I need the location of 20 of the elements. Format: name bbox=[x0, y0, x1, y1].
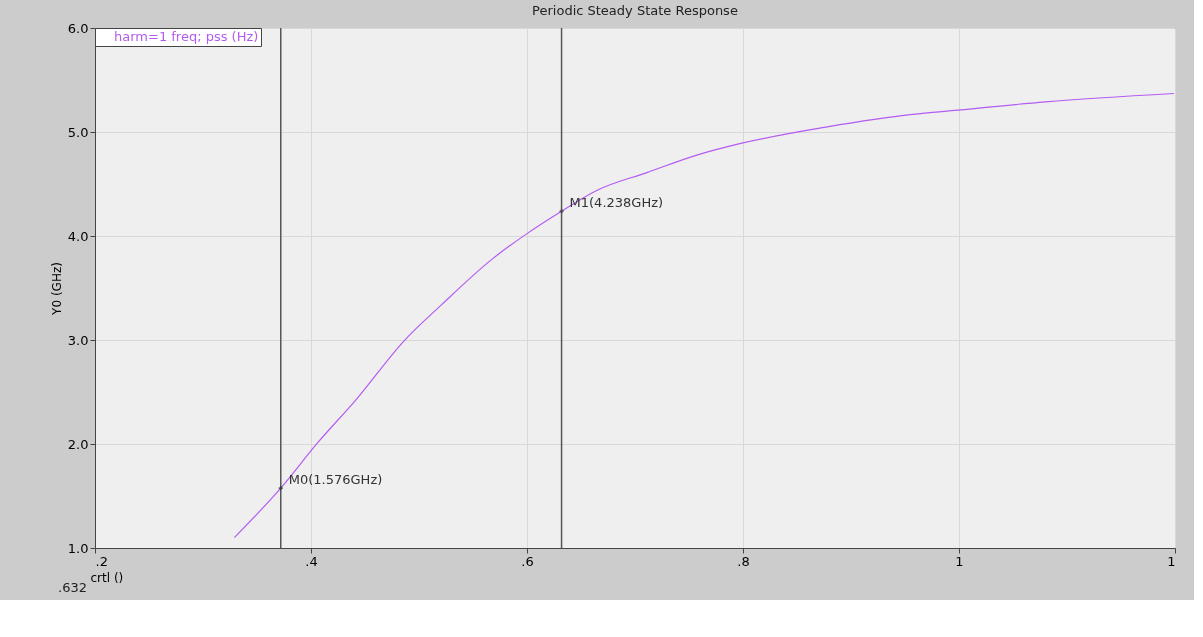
y-tick-label: 4.0 bbox=[67, 228, 89, 244]
text: harm=1 freq; pss (Hz) bbox=[114, 28, 259, 44]
annotation: M1(4.238GHz) bbox=[569, 195, 664, 211]
x-tick-label: .6 bbox=[521, 553, 534, 569]
x-axis-title: crtl () bbox=[90, 570, 124, 585]
y-tick-label: 3.0 bbox=[67, 332, 89, 348]
y-axis-title: Y0 (GHz) bbox=[49, 262, 64, 316]
y-tick-label: 5.0 bbox=[67, 124, 89, 140]
x-tick-label: .2 bbox=[95, 553, 108, 569]
y-tick-label: 6.0 bbox=[67, 20, 89, 36]
y-tick-label: 1.0 bbox=[67, 540, 89, 556]
x-tick-label: 1 bbox=[955, 553, 964, 569]
x-tick-label: .8 bbox=[737, 553, 750, 569]
text: .632 bbox=[58, 580, 87, 595]
y-tick-label: 2.0 bbox=[67, 436, 89, 452]
line-series bbox=[233, 92, 1175, 539]
annotation: M0(1.576GHz) bbox=[288, 472, 383, 488]
x-tick-label: .4 bbox=[305, 553, 318, 569]
chart-title: Periodic Steady State Response bbox=[532, 3, 738, 18]
x-tick-label: 1 bbox=[1167, 553, 1176, 569]
